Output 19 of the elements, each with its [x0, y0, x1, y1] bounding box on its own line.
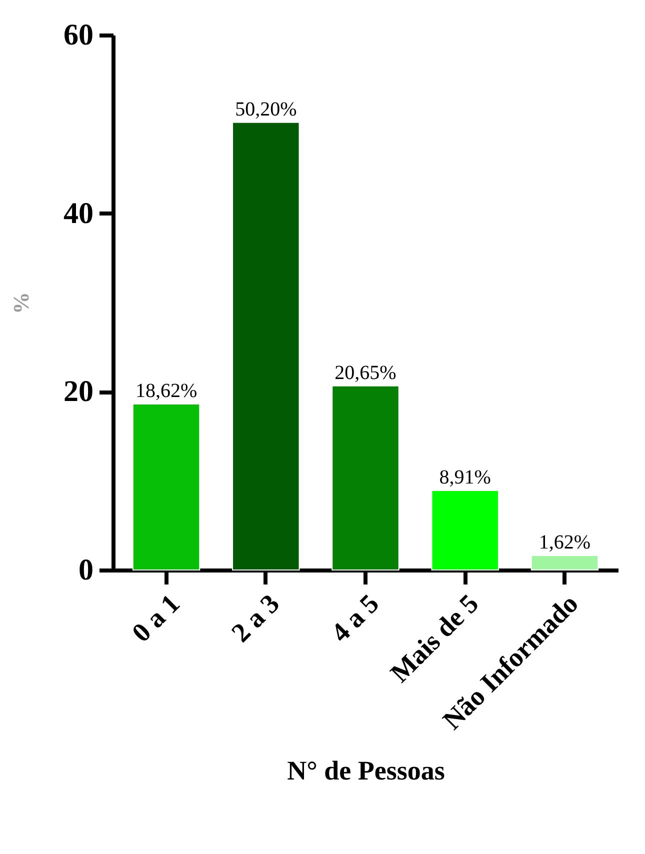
data-label: 1,62% [538, 532, 591, 554]
x-axis-title: N° de Pessoas [287, 756, 445, 786]
y-tick-label: 60 [64, 18, 94, 52]
bar [332, 385, 400, 570]
y-axis-title: % [8, 292, 34, 314]
x-tick-label: 0 a 1 [126, 588, 186, 648]
y-tick-label: 20 [64, 375, 94, 408]
x-tick-label: 4 a 5 [325, 588, 385, 648]
data-label: 8,91% [439, 466, 491, 489]
y-tick-label: 40 [64, 196, 94, 230]
data-label: 20,65% [334, 362, 396, 384]
bar [132, 403, 200, 570]
data-label: 50,20% [235, 98, 297, 120]
data-label: 18,62% [135, 380, 198, 402]
x-tick-label: 2 a 3 [226, 588, 285, 648]
bar [530, 555, 599, 570]
bar [431, 490, 499, 570]
bar [232, 122, 300, 570]
y-tick-label: 0 [78, 554, 94, 586]
